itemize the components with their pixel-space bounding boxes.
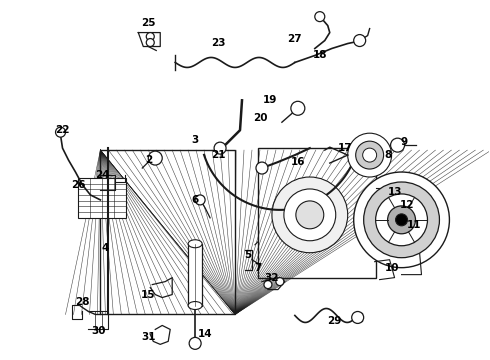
Text: 19: 19 xyxy=(263,95,277,105)
Text: 16: 16 xyxy=(291,157,305,167)
Text: 31: 31 xyxy=(141,332,155,342)
Circle shape xyxy=(147,32,154,41)
Text: 13: 13 xyxy=(387,187,402,197)
Circle shape xyxy=(55,127,66,137)
Ellipse shape xyxy=(188,302,202,310)
Text: 26: 26 xyxy=(71,180,86,190)
Circle shape xyxy=(195,195,205,205)
Circle shape xyxy=(348,133,392,177)
Circle shape xyxy=(354,172,449,268)
Text: 27: 27 xyxy=(288,33,302,44)
Circle shape xyxy=(189,337,201,349)
Text: 2: 2 xyxy=(145,155,152,165)
Text: 6: 6 xyxy=(192,195,199,205)
Text: 12: 12 xyxy=(400,200,415,210)
Text: 14: 14 xyxy=(198,329,213,339)
Ellipse shape xyxy=(188,240,202,248)
Circle shape xyxy=(391,138,405,152)
Circle shape xyxy=(291,101,305,115)
Circle shape xyxy=(395,214,408,226)
Circle shape xyxy=(356,141,384,169)
Text: 15: 15 xyxy=(141,289,155,300)
Text: 30: 30 xyxy=(91,327,106,336)
Text: 3: 3 xyxy=(192,135,199,145)
Text: 9: 9 xyxy=(401,137,408,147)
Bar xyxy=(78,178,126,218)
Circle shape xyxy=(276,278,284,285)
Text: 5: 5 xyxy=(245,250,252,260)
Text: 23: 23 xyxy=(211,37,225,48)
Circle shape xyxy=(315,12,325,22)
Text: 7: 7 xyxy=(254,263,262,273)
Circle shape xyxy=(364,182,440,258)
Text: 28: 28 xyxy=(75,297,90,306)
Text: 8: 8 xyxy=(384,150,391,160)
Circle shape xyxy=(284,189,336,241)
Circle shape xyxy=(378,207,388,217)
Circle shape xyxy=(148,151,162,165)
Text: 29: 29 xyxy=(327,316,342,327)
Circle shape xyxy=(363,148,377,162)
Circle shape xyxy=(256,162,268,174)
Text: 24: 24 xyxy=(95,170,110,180)
Circle shape xyxy=(352,311,364,323)
Bar xyxy=(100,150,235,315)
Text: 25: 25 xyxy=(141,18,155,28)
Circle shape xyxy=(354,35,366,46)
Text: 17: 17 xyxy=(338,143,352,153)
Text: 11: 11 xyxy=(407,220,422,230)
Circle shape xyxy=(264,280,272,289)
Circle shape xyxy=(376,194,427,246)
Circle shape xyxy=(147,39,154,46)
Bar xyxy=(188,244,202,306)
Bar xyxy=(258,148,376,278)
Text: 21: 21 xyxy=(211,150,225,160)
Text: 4: 4 xyxy=(102,243,109,253)
Text: 18: 18 xyxy=(313,50,327,60)
Text: 10: 10 xyxy=(384,263,399,273)
Text: 22: 22 xyxy=(55,125,70,135)
Text: 20: 20 xyxy=(253,113,267,123)
Circle shape xyxy=(272,177,348,253)
Text: 32: 32 xyxy=(265,273,279,283)
Circle shape xyxy=(296,201,324,229)
Circle shape xyxy=(388,206,416,234)
Circle shape xyxy=(214,142,226,154)
